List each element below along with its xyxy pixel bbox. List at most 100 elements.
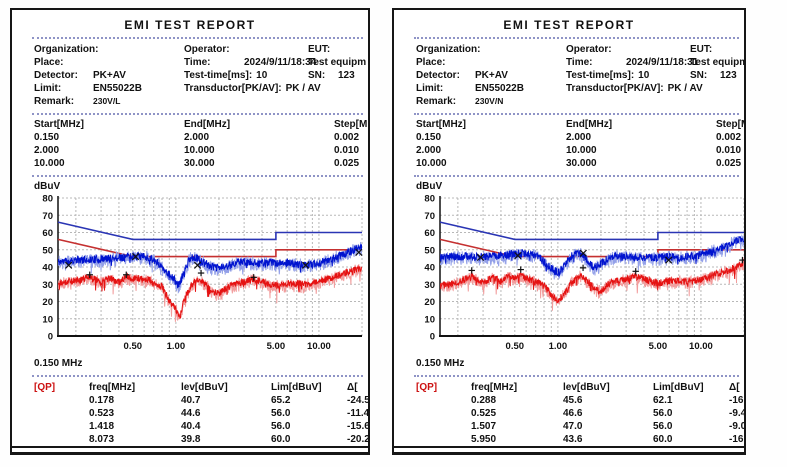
qp-cell: [416, 420, 471, 433]
info-value: PK / AV: [667, 83, 703, 94]
range-header-cell: End[MHz]: [184, 119, 231, 130]
dotted-divider: [414, 113, 739, 115]
info-row: Place:: [34, 56, 184, 69]
qp-cell: [416, 433, 471, 446]
info-row: Limit: EN55022B: [416, 82, 566, 95]
svg-text:80: 80: [424, 194, 435, 205]
qp-cell: -20.2: [347, 434, 370, 445]
info-row: Test equipm: [308, 56, 368, 69]
qp-results-table: [QP] freq[MHz] lev[dBuV] Lim[dBuV] Δ[ 0.…: [34, 381, 368, 446]
info-row: Limit: EN55022B: [34, 82, 184, 95]
info-row: Operator:: [184, 43, 308, 56]
svg-text:50: 50: [424, 245, 435, 256]
svg-text:10: 10: [424, 314, 435, 325]
dotted-divider: [32, 375, 363, 377]
info-label: Limit:: [416, 83, 444, 94]
info-label: Test-time[ms]:: [184, 70, 253, 81]
emi-spectrum-chart: 0 10 20 30 40 50 60 70 80 0.50 1.00 5.00 10.00: [414, 194, 744, 358]
info-label: Test equipm: [308, 57, 367, 68]
range-cell: 0.025: [334, 158, 360, 169]
range-cell: 0.010: [334, 145, 360, 156]
qp-header-cell: Δ[: [729, 382, 740, 393]
svg-text:70: 70: [42, 211, 53, 222]
qp-cell: 46.6: [563, 408, 583, 419]
info-label: SN:: [308, 70, 326, 81]
svg-text:0: 0: [48, 332, 53, 343]
channel-caption: 230Vac (N channel): [394, 446, 744, 452]
info-value: EN55022B: [93, 83, 142, 94]
qp-cell: 56.0: [653, 421, 673, 432]
qp-header-cell: [QP]: [416, 382, 438, 393]
qp-cell: 45.6: [563, 395, 583, 406]
info-label: Test equipm: [690, 57, 746, 68]
qp-header-cell: Δ[: [347, 382, 358, 393]
svg-text:10.00: 10.00: [307, 341, 331, 352]
y-axis-unit-label: dBuV: [416, 181, 443, 192]
qp-cell: 1.418: [89, 421, 115, 432]
sweep-range-table: Start[MHz] End[MHz] Step[MHz] 0.150 2.00…: [416, 118, 744, 170]
qp-cell: 0.523: [89, 408, 115, 419]
info-row: SN: 123: [690, 69, 744, 82]
qp-cell: [34, 407, 89, 420]
channel-caption: 230Vac (L channel): [12, 446, 368, 452]
range-cell: 10.000: [34, 158, 65, 169]
qp-cell: -15.6: [347, 421, 370, 432]
svg-text:30: 30: [42, 280, 53, 291]
info-value: PK+AV: [93, 70, 126, 81]
info-value: PK / AV: [285, 83, 321, 94]
qp-cell: 44.6: [181, 408, 201, 419]
qp-cell: -9.0: [729, 421, 746, 432]
qp-cell: 60.0: [271, 434, 291, 445]
info-row: Place:: [416, 56, 566, 69]
info-row: Transductor[PK/AV]: PK / AV: [184, 82, 321, 95]
dotted-divider: [32, 113, 363, 115]
svg-text:40: 40: [42, 263, 53, 274]
info-row: EUT:: [308, 43, 368, 56]
range-cell: 0.010: [716, 145, 742, 156]
info-row: Test-time[ms]: 10: [566, 69, 690, 82]
range-cell: 30.000: [184, 158, 215, 169]
qp-cell: 0.178: [89, 395, 115, 406]
qp-cell: [34, 433, 89, 446]
range-cell: 30.000: [566, 158, 597, 169]
info-row: Detector: PK+AV: [34, 69, 184, 82]
info-row: EUT:: [690, 43, 744, 56]
info-label: Organization:: [34, 44, 99, 55]
qp-cell: 0.525: [471, 408, 497, 419]
qp-cell: [416, 407, 471, 420]
qp-header-cell: lev[dBuV]: [563, 382, 610, 393]
info-label: Detector:: [34, 70, 78, 81]
svg-text:0.50: 0.50: [506, 341, 525, 352]
info-value: 2024/9/11/18:34: [244, 57, 317, 68]
range-cell: 2.000: [566, 132, 592, 143]
info-row: [308, 95, 368, 108]
info-row: Time: 2024/9/11/18:34: [184, 56, 316, 69]
info-value: 10: [256, 70, 268, 81]
info-value: EN55022B: [475, 83, 524, 94]
range-cell: 0.150: [34, 132, 60, 143]
qp-results-table: [QP] freq[MHz] lev[dBuV] Lim[dBuV] Δ[ 0.…: [416, 381, 744, 446]
report-title: EMI TEST REPORT: [503, 18, 635, 32]
qp-cell: 8.073: [89, 434, 115, 445]
dotted-divider: [414, 375, 739, 377]
info-label: Remark:: [34, 96, 75, 107]
svg-text:0: 0: [430, 332, 435, 343]
info-label: EUT:: [308, 44, 331, 55]
range-cell: 10.000: [184, 145, 215, 156]
y-axis-unit-label: dBuV: [34, 181, 61, 192]
info-row: SN: 123: [308, 69, 368, 82]
range-header-cell: Start[MHz]: [416, 119, 466, 130]
svg-text:30: 30: [424, 280, 435, 291]
info-row: Organization:: [416, 43, 566, 56]
report-title: EMI TEST REPORT: [124, 18, 256, 32]
range-cell: 2.000: [34, 145, 60, 156]
svg-text:5.00: 5.00: [267, 341, 286, 352]
info-row: Operator:: [566, 43, 690, 56]
svg-text:10.00: 10.00: [689, 341, 713, 352]
qp-cell: [34, 394, 89, 407]
info-row: [690, 95, 744, 108]
dotted-divider: [32, 37, 363, 39]
range-header-cell: Step[MHz]: [334, 119, 368, 130]
info-value: 123: [720, 70, 737, 81]
qp-cell: [416, 394, 471, 407]
